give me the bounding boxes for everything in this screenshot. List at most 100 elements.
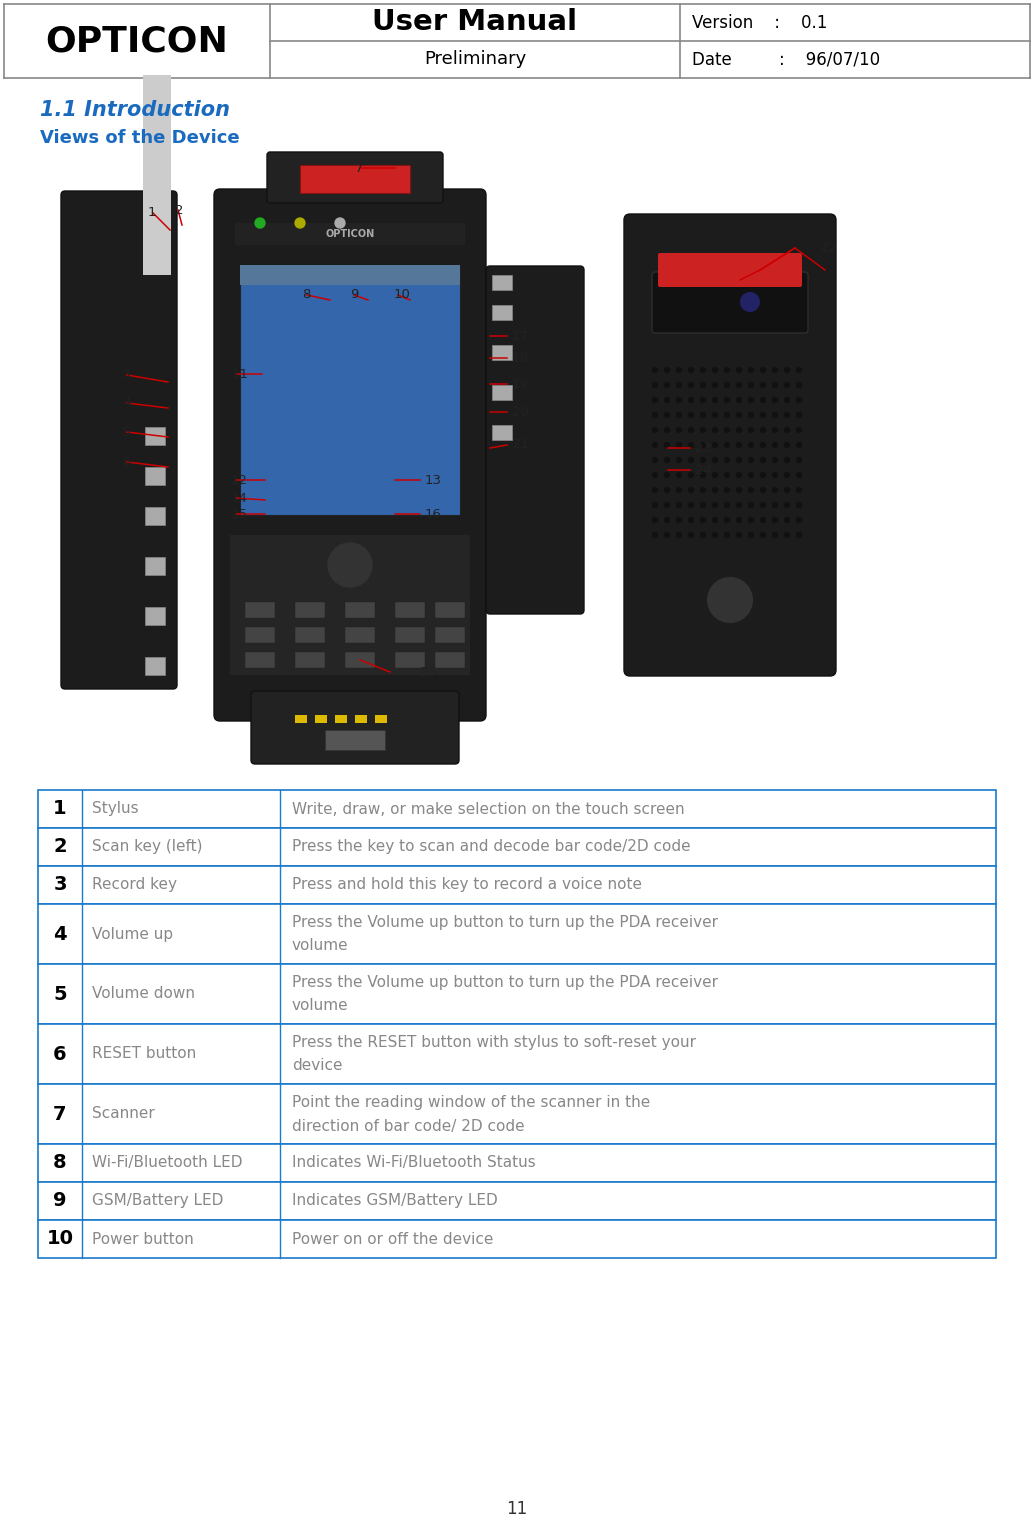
Circle shape: [676, 382, 681, 388]
Circle shape: [796, 488, 801, 492]
Circle shape: [665, 488, 669, 492]
Text: Scanner: Scanner: [92, 1106, 155, 1121]
Text: direction of bar code/ 2D code: direction of bar code/ 2D code: [292, 1118, 524, 1134]
Circle shape: [736, 472, 741, 477]
Circle shape: [796, 428, 801, 433]
Text: 8: 8: [53, 1154, 67, 1172]
Text: 20: 20: [512, 405, 528, 419]
Circle shape: [785, 488, 790, 492]
Circle shape: [785, 442, 790, 448]
Bar: [145, 426, 165, 445]
Circle shape: [712, 382, 718, 388]
Circle shape: [665, 382, 669, 388]
Text: 21: 21: [512, 439, 529, 451]
Circle shape: [712, 472, 718, 477]
Circle shape: [736, 503, 741, 508]
Circle shape: [749, 442, 754, 448]
Circle shape: [676, 442, 681, 448]
Text: 22: 22: [820, 241, 837, 255]
Circle shape: [255, 218, 265, 229]
FancyBboxPatch shape: [652, 272, 808, 333]
Circle shape: [725, 428, 730, 433]
Text: 12: 12: [231, 474, 248, 486]
Circle shape: [796, 503, 801, 508]
FancyBboxPatch shape: [214, 189, 486, 721]
FancyBboxPatch shape: [61, 192, 177, 689]
Circle shape: [760, 488, 765, 492]
Bar: [240, 265, 460, 515]
Text: Write, draw, or make selection on the touch screen: Write, draw, or make selection on the to…: [292, 801, 685, 816]
Text: 8: 8: [302, 288, 310, 302]
Circle shape: [700, 442, 705, 448]
Circle shape: [785, 517, 790, 523]
Text: 2: 2: [53, 838, 67, 856]
Circle shape: [712, 488, 718, 492]
Circle shape: [665, 442, 669, 448]
Text: 3: 3: [53, 876, 67, 894]
Text: Volume up: Volume up: [92, 927, 173, 942]
Circle shape: [785, 503, 790, 508]
Bar: [245, 652, 275, 667]
Text: 9: 9: [349, 288, 359, 302]
Text: volume: volume: [292, 939, 348, 954]
Bar: [230, 535, 470, 675]
Circle shape: [676, 517, 681, 523]
Circle shape: [665, 457, 669, 462]
Circle shape: [749, 457, 754, 462]
Circle shape: [725, 532, 730, 537]
Circle shape: [772, 517, 778, 523]
Text: Date         :    96/07/10: Date : 96/07/10: [692, 51, 880, 69]
Bar: [143, 75, 171, 275]
Text: Point the reading window of the scanner in the: Point the reading window of the scanner …: [292, 1094, 650, 1109]
Text: 3: 3: [122, 368, 130, 382]
Bar: [38, 867, 996, 904]
Circle shape: [665, 532, 669, 537]
Bar: [435, 627, 465, 643]
Circle shape: [652, 472, 658, 477]
Circle shape: [749, 428, 754, 433]
Circle shape: [725, 368, 730, 373]
Circle shape: [676, 368, 681, 373]
Text: 7: 7: [53, 1104, 67, 1123]
Circle shape: [725, 397, 730, 402]
Circle shape: [772, 397, 778, 402]
Bar: [38, 1085, 996, 1144]
Bar: [345, 652, 375, 667]
Circle shape: [785, 382, 790, 388]
Bar: [295, 715, 307, 723]
Bar: [435, 601, 465, 618]
Circle shape: [785, 472, 790, 477]
Circle shape: [652, 503, 658, 508]
Circle shape: [772, 488, 778, 492]
Text: volume: volume: [292, 999, 348, 1014]
Circle shape: [665, 472, 669, 477]
Text: 23: 23: [695, 442, 712, 454]
Circle shape: [700, 382, 705, 388]
Text: Press and hold this key to record a voice note: Press and hold this key to record a voic…: [292, 877, 642, 893]
Circle shape: [652, 382, 658, 388]
Circle shape: [700, 368, 705, 373]
Text: 10: 10: [47, 1229, 73, 1249]
Circle shape: [665, 428, 669, 433]
Text: OPTICON: OPTICON: [326, 229, 374, 239]
Circle shape: [712, 517, 718, 523]
Circle shape: [772, 428, 778, 433]
Circle shape: [725, 472, 730, 477]
Bar: [240, 265, 460, 285]
Text: 25: 25: [420, 666, 437, 678]
Circle shape: [676, 488, 681, 492]
Bar: [395, 627, 425, 643]
Text: Scan key (left): Scan key (left): [92, 839, 203, 854]
Circle shape: [700, 413, 705, 417]
Circle shape: [796, 397, 801, 402]
Bar: [38, 1183, 996, 1220]
Circle shape: [732, 284, 768, 321]
Bar: [145, 657, 165, 675]
Circle shape: [689, 532, 694, 537]
Circle shape: [652, 457, 658, 462]
Circle shape: [700, 397, 705, 402]
Text: 6: 6: [122, 456, 130, 468]
Text: 16: 16: [425, 508, 442, 520]
Circle shape: [700, 503, 705, 508]
Circle shape: [772, 368, 778, 373]
